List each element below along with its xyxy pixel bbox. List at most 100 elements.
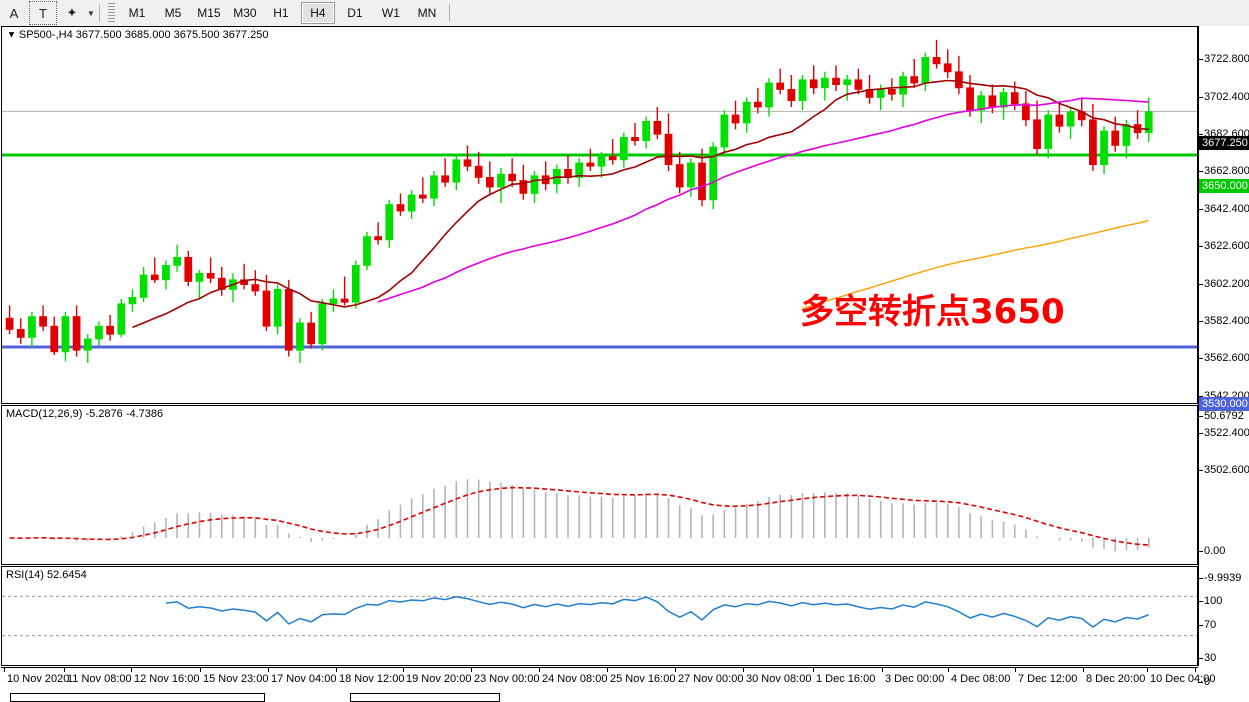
time-tick-label: 10 Dec 04:00 (1150, 673, 1216, 685)
time-tick-label: 1 Dec 16:00 (816, 673, 876, 685)
scale-divider (1198, 26, 1199, 666)
time-tick-label: 23 Nov 00:00 (474, 673, 540, 685)
rsi-tick-label: 70 (1204, 619, 1217, 631)
price-plot[interactable] (2, 27, 1197, 403)
symbol-label: SP500-,H4 (18, 29, 73, 41)
time-tick-label: 15 Nov 23:00 (203, 673, 269, 685)
timeframe-d1[interactable]: D1 (347, 6, 363, 20)
scale-tick (1198, 416, 1203, 417)
time-tick (268, 667, 269, 672)
price-svg (2, 39, 1197, 363)
timeframe-m30[interactable]: M30 (233, 6, 257, 20)
ohlc-values: 3677.500 3685.000 3675.500 3677.250 (75, 29, 269, 41)
toolbar: A T ✦ ▼ M1 M5 M15 M30 H1 H4 D1 W1 MN (0, 0, 1249, 27)
time-tick-label: 4 Dec 08:00 (951, 673, 1011, 685)
macd-panel-label: MACD(12,26,9) -5.2876 -4.7386 (6, 408, 164, 420)
time-tick (1083, 667, 1084, 672)
time-tick-label: 19 Nov 20:00 (406, 673, 472, 685)
scale-tick (1198, 433, 1203, 434)
macd-tick-label: 0.00 (1204, 545, 1226, 557)
time-tick-label: 17 Nov 04:00 (271, 673, 337, 685)
chart-annotation-text[interactable]: 多空转折点3650 (800, 292, 1065, 332)
label-tool-icon[interactable]: T (29, 1, 57, 25)
timeframe-m5[interactable]: M5 (164, 6, 182, 20)
chevron-down-icon[interactable]: ▼ (87, 8, 95, 18)
time-tick (471, 667, 472, 672)
green-level-badge[interactable]: 3650.000 (1199, 179, 1249, 193)
rsi-tick-label: 100 (1204, 595, 1223, 607)
time-tick (336, 667, 337, 672)
scale-tick (1198, 682, 1203, 683)
price-tick-label: 3662.800 (1204, 165, 1249, 177)
time-tick (1015, 667, 1016, 672)
collapse-icon[interactable]: ▼ (6, 29, 17, 41)
scale-tick (1198, 97, 1203, 98)
price-panel-label: ▼ SP500-,H4 3677.500 3685.000 3675.500 36… (6, 29, 269, 41)
rsi-tick-label: 30 (1204, 652, 1217, 664)
time-tick (200, 667, 201, 672)
blue-level-badge[interactable]: 3530.000 (1199, 397, 1249, 411)
toolbar-separator-2 (448, 4, 450, 22)
time-axis[interactable]: 10 Nov 2020 11 Nov 08:00 12 Nov 16:00 15 No… (1, 667, 1215, 697)
taskbar-item-1[interactable] (10, 693, 265, 702)
rsi-plot[interactable] (2, 567, 1197, 665)
scale-tick (1198, 134, 1203, 135)
time-axis-line (1, 667, 1198, 668)
time-tick-label: 18 Nov 12:00 (339, 673, 405, 685)
price-tick-label: 3562.600 (1204, 352, 1249, 364)
text-tool-icon[interactable]: A (9, 5, 19, 21)
time-tick (1147, 667, 1148, 672)
scale-tick (1198, 59, 1203, 60)
scale-tick (1198, 396, 1203, 397)
time-tick-label: 25 Nov 16:00 (610, 673, 676, 685)
price-panel[interactable]: ▼ SP500-,H4 3677.500 3685.000 3675.500 36… (1, 26, 1198, 404)
time-tick (4, 667, 5, 672)
toolbar-separator (98, 4, 100, 22)
time-tick-label: 11 Nov 08:00 (67, 673, 132, 685)
timeframe-h1[interactable]: H1 (273, 6, 289, 20)
price-scale[interactable]: 3722.800 3702.400 3682.600 3662.800 3642.400… (1198, 26, 1249, 688)
scale-tick (1198, 625, 1203, 626)
objects-tool-icon[interactable]: ✦ (66, 5, 78, 20)
timeframe-mn[interactable]: MN (417, 6, 437, 20)
chart-area[interactable]: ▼ SP500-,H4 3677.500 3685.000 3675.500 36… (0, 26, 1249, 702)
time-tick-label: 27 Nov 00:00 (678, 673, 744, 685)
timeframe-m15[interactable]: M15 (197, 6, 221, 20)
macd-plot[interactable] (2, 406, 1197, 564)
taskbar (0, 693, 1249, 702)
macd-svg (9, 479, 1150, 552)
scale-tick (1198, 551, 1203, 552)
macd-panel[interactable]: MACD(12,26,9) -5.2876 -4.7386 (1, 405, 1198, 565)
scale-tick (1198, 358, 1203, 359)
taskbar-item-2[interactable] (276, 693, 346, 702)
time-tick (882, 667, 883, 672)
taskbar-item-3[interactable] (350, 693, 500, 702)
time-tick (539, 667, 540, 672)
timeframe-h4[interactable]: H4 (300, 2, 335, 24)
macd-tick-label: 50.6792 (1204, 410, 1244, 422)
time-tick-label: 12 Nov 16:00 (134, 673, 200, 685)
timeframe-m1[interactable]: M1 (128, 6, 146, 20)
scale-tick (1198, 578, 1203, 579)
time-tick-label: 7 Dec 12:00 (1018, 673, 1078, 685)
timeframe-w1[interactable]: W1 (381, 6, 400, 20)
toolbar-grip[interactable] (107, 3, 115, 23)
time-tick-label: 8 Dec 20:00 (1086, 673, 1146, 685)
time-tick (607, 667, 608, 672)
scale-tick (1198, 171, 1203, 172)
price-tick-label: 3702.400 (1204, 91, 1249, 103)
time-tick (948, 667, 949, 672)
time-tick (675, 667, 676, 672)
time-tick (131, 667, 132, 672)
macd-tick-label: -9.9939 (1204, 572, 1242, 584)
rsi-panel[interactable]: RSI(14) 52.6454 (1, 566, 1198, 666)
time-tick (403, 667, 404, 672)
current-price-badge[interactable]: 3677.250 (1199, 136, 1249, 150)
price-tick-label: 3622.600 (1204, 240, 1249, 252)
rsi-svg (2, 595, 1197, 637)
scale-tick (1198, 284, 1203, 285)
time-tick (743, 667, 744, 672)
price-tick-label: 3522.400 (1204, 427, 1249, 439)
price-tick-label: 3642.400 (1204, 203, 1249, 215)
time-tick (813, 667, 814, 672)
